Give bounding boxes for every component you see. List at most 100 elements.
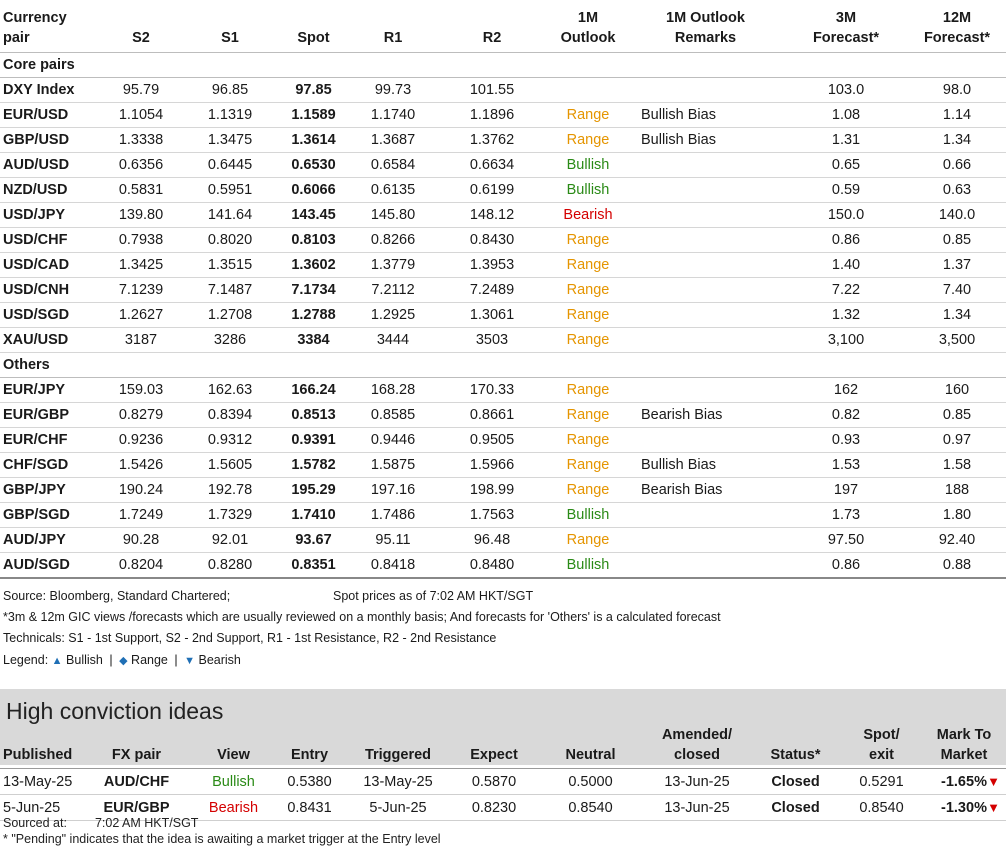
cell-12m-forecast: 0.97 [908,427,1006,453]
cell-remarks [627,302,784,328]
cell-outlook: Bullish [549,152,627,178]
cell-remarks: Bearish Bias [627,477,784,503]
cell-remarks [627,502,784,528]
cell-pair: USD/SGD [0,302,98,328]
cell-pair: GBP/JPY [0,477,98,503]
table-row: EUR/JPY 159.03 162.63 166.24 168.28 170.33 Ran… [0,377,1006,403]
cell-remarks [627,177,784,203]
cell-12m-forecast: 7.40 [908,277,1006,303]
cell-r1: 1.3687 [351,127,435,153]
cell-s1: 1.1319 [184,102,276,128]
cell-spot: 1.1589 [276,102,351,128]
table-row: AUD/JPY 90.28 92.01 93.67 95.11 96.48 Range 97.… [0,527,1006,553]
cell-12m-forecast: 3,500 [908,327,1006,353]
cell-spot: 1.3614 [276,127,351,153]
cell-fx-pair: EUR/GBP [80,794,193,821]
cell-spot: 3384 [276,327,351,353]
cell-12m-forecast: 0.63 [908,177,1006,203]
cell-s1: 0.8394 [184,402,276,428]
footnotes: Source: Bloomberg, Standard Chartered; S… [3,586,721,671]
cell-12m-forecast: 1.80 [908,502,1006,528]
cell-outlook: Range [549,227,627,253]
cell-r1: 1.5875 [351,452,435,478]
cell-12m-forecast: 1.34 [908,127,1006,153]
cell-3m-forecast: 0.82 [784,402,908,428]
cell-spot: 0.8103 [276,227,351,253]
cell-s1: 1.3475 [184,127,276,153]
cell-12m-forecast: 1.14 [908,102,1006,128]
cell-s1: 1.7329 [184,502,276,528]
cell-view: Bullish [193,768,274,795]
cell-r1: 197.16 [351,477,435,503]
cell-spot: 195.29 [276,477,351,503]
cell-s1: 96.85 [184,77,276,103]
table-row: EUR/USD 1.1054 1.1319 1.1589 1.1740 1.1896 Ran… [0,102,1006,128]
cell-outlook: Range [549,477,627,503]
cell-r2: 1.5966 [435,452,549,478]
col-header-3m-forecast: 3M Forecast* [812,10,880,46]
cell-outlook: Bullish [549,552,627,579]
triangle-down-icon: ▼ [987,799,1000,815]
legend-bearish: Bearish [198,653,241,667]
cell-12m-forecast: 1.34 [908,302,1006,328]
cell-3m-forecast: 150.0 [784,202,908,228]
idea-row: 13-May-25 AUD/CHF Bullish 0.5380 13-May-25 0.… [0,768,1006,795]
cell-s2: 139.80 [98,202,184,228]
hc-col-spot-exit: Spot/exit [863,727,900,763]
cell-s1: 1.5605 [184,452,276,478]
source-note: Source: Bloomberg, Standard Chartered; [3,589,231,603]
cell-entry: 0.8431 [274,794,345,821]
cell-s1: 0.8280 [184,552,276,579]
cell-3m-forecast: 1.32 [784,302,908,328]
cell-pair: EUR/GBP [0,402,98,428]
cell-pair: DXY Index [0,77,98,103]
cell-r2: 0.8480 [435,552,549,579]
cell-3m-forecast: 1.40 [784,252,908,278]
cell-12m-forecast: 160 [908,377,1006,403]
cell-spot: 1.2788 [276,302,351,328]
cell-pair: AUD/SGD [0,552,98,579]
cell-3m-forecast: 1.31 [784,127,908,153]
cell-expect: 0.5870 [451,768,537,795]
cell-outlook: Range [549,127,627,153]
cell-r2: 198.99 [435,477,549,503]
cell-s2: 190.24 [98,477,184,503]
cell-s2: 0.8204 [98,552,184,579]
cell-spot: 93.67 [276,527,351,553]
cell-3m-forecast: 0.59 [784,177,908,203]
cell-r1: 95.11 [351,527,435,553]
legend: Legend: ▲ Bullish | ◆ Range | ▼ Bearish [3,650,721,671]
cell-s2: 95.79 [98,77,184,103]
col-header-12m-forecast: 12M Forecast* [923,10,991,46]
cell-outlook: Range [549,102,627,128]
hc-col-view: View [217,747,250,763]
cell-triggered: 13-May-25 [345,768,451,795]
table-row: USD/JPY 139.80 141.64 143.45 145.80 148.12 Bea… [0,202,1006,228]
mtm-value: -1.65% [941,773,987,790]
cell-s2: 1.2627 [98,302,184,328]
cell-r2: 0.8661 [435,402,549,428]
forecast-note: *3m & 12m GIC views /forecasts which are… [3,610,721,624]
cell-s1: 3286 [184,327,276,353]
cell-pair: AUD/JPY [0,527,98,553]
cell-12m-forecast: 1.58 [908,452,1006,478]
cell-r2: 1.3061 [435,302,549,328]
legend-separator: | [174,653,178,667]
idea-row: 5-Jun-25 EUR/GBP Bearish 0.8431 5-Jun-25 0.82… [0,794,1006,821]
cell-remarks: Bearish Bias [627,402,784,428]
cell-pair: CHF/SGD [0,452,98,478]
cell-3m-forecast: 0.86 [784,227,908,253]
cell-remarks: Bullish Bias [627,127,784,153]
table-row: USD/CHF 0.7938 0.8020 0.8103 0.8266 0.8430 Ran… [0,227,1006,253]
cell-r2: 1.7563 [435,502,549,528]
cell-pair: USD/CNH [0,277,98,303]
cell-outlook: Range [549,327,627,353]
cell-s1: 1.3515 [184,252,276,278]
cell-s2: 0.9236 [98,427,184,453]
cell-3m-forecast: 0.65 [784,152,908,178]
table-row: EUR/GBP 0.8279 0.8394 0.8513 0.8585 0.8661 Ran… [0,402,1006,428]
hc-col-neutral: Neutral [565,747,616,763]
cell-pair: EUR/CHF [0,427,98,453]
section-header-row: Core pairs [0,52,1006,78]
triangle-down-icon: ▼ [987,773,1000,789]
